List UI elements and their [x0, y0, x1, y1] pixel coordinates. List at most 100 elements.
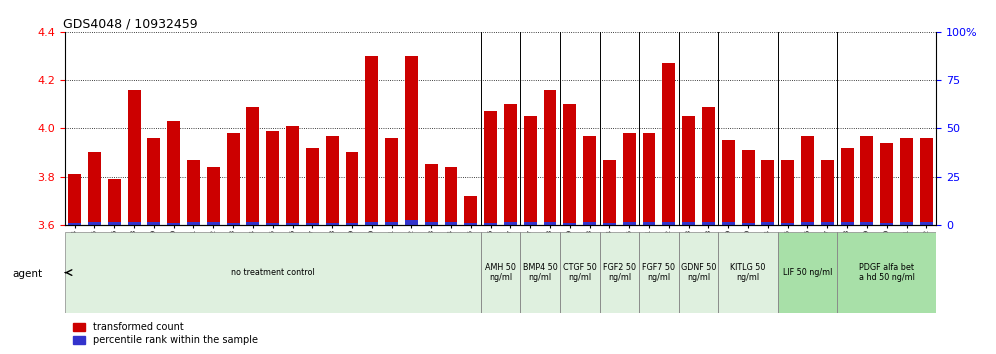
Bar — [246, 222, 259, 225]
Bar — [405, 56, 417, 225]
Bar — [762, 222, 774, 225]
Bar — [920, 222, 933, 225]
Bar — [544, 90, 557, 225]
Text: KITLG 50
ng/ml: KITLG 50 ng/ml — [730, 263, 766, 282]
Bar — [560, 232, 600, 313]
Bar — [722, 141, 735, 225]
Bar — [266, 223, 279, 225]
Bar — [147, 138, 160, 225]
Bar — [266, 131, 279, 225]
Bar — [682, 116, 695, 225]
Text: GDS4048 / 10932459: GDS4048 / 10932459 — [63, 18, 197, 31]
Bar — [524, 116, 537, 225]
Bar — [603, 223, 616, 225]
Text: BMP4 50
ng/ml: BMP4 50 ng/ml — [523, 263, 558, 282]
Bar — [920, 138, 933, 225]
Text: FGF2 50
ng/ml: FGF2 50 ng/ml — [603, 263, 635, 282]
Bar — [187, 222, 200, 225]
Bar — [306, 223, 319, 225]
Text: no treatment control: no treatment control — [231, 268, 315, 277]
Bar — [544, 222, 557, 225]
Bar — [584, 222, 596, 225]
Bar — [742, 223, 755, 225]
Bar — [464, 223, 477, 225]
Text: AMH 50
ng/ml: AMH 50 ng/ml — [485, 263, 516, 282]
Bar — [600, 232, 639, 313]
Bar — [564, 223, 577, 225]
Bar — [167, 121, 180, 225]
Bar — [385, 138, 398, 225]
Bar — [821, 160, 834, 225]
Bar — [801, 136, 814, 225]
Bar — [68, 174, 81, 225]
Bar — [127, 90, 140, 225]
Bar — [861, 222, 873, 225]
Bar — [861, 136, 873, 225]
Bar — [246, 107, 259, 225]
Bar — [108, 222, 121, 225]
Bar — [207, 222, 220, 225]
Text: PDGF alfa bet
a hd 50 ng/ml: PDGF alfa bet a hd 50 ng/ml — [859, 263, 914, 282]
Bar — [781, 160, 794, 225]
Bar — [642, 222, 655, 225]
Bar — [662, 222, 675, 225]
Bar — [524, 222, 537, 225]
Bar — [678, 232, 718, 313]
Bar — [424, 222, 437, 225]
Bar — [65, 232, 481, 313]
Bar — [504, 104, 517, 225]
Bar — [207, 167, 220, 225]
Bar — [880, 143, 893, 225]
Bar — [484, 112, 497, 225]
Bar — [841, 222, 854, 225]
Bar — [702, 107, 715, 225]
Bar — [584, 136, 596, 225]
Bar — [385, 222, 398, 225]
Bar — [444, 222, 457, 225]
Bar — [718, 232, 778, 313]
Text: CTGF 50
ng/ml: CTGF 50 ng/ml — [563, 263, 597, 282]
Bar — [405, 220, 417, 225]
Bar — [286, 126, 299, 225]
Bar — [481, 232, 520, 313]
Bar — [801, 222, 814, 225]
Bar — [603, 160, 616, 225]
Bar — [504, 222, 517, 225]
Bar — [622, 133, 635, 225]
Bar — [326, 223, 339, 225]
Bar — [306, 148, 319, 225]
Bar — [639, 232, 678, 313]
Legend: transformed count, percentile rank within the sample: transformed count, percentile rank withi… — [70, 319, 262, 349]
Bar — [167, 223, 180, 225]
Bar — [227, 223, 239, 225]
Bar — [147, 222, 160, 225]
Bar — [227, 133, 239, 225]
Bar — [642, 133, 655, 225]
Bar — [88, 153, 101, 225]
Bar — [326, 136, 339, 225]
Bar — [127, 222, 140, 225]
Bar — [366, 56, 378, 225]
Bar — [722, 222, 735, 225]
Bar — [900, 222, 913, 225]
Bar — [880, 223, 893, 225]
Bar — [682, 222, 695, 225]
Text: agent: agent — [12, 269, 42, 279]
Text: LIF 50 ng/ml: LIF 50 ng/ml — [783, 268, 833, 277]
Bar — [622, 222, 635, 225]
Bar — [821, 222, 834, 225]
Bar — [762, 160, 774, 225]
Text: GDNF 50
ng/ml: GDNF 50 ng/ml — [681, 263, 716, 282]
Text: FGF7 50
ng/ml: FGF7 50 ng/ml — [642, 263, 675, 282]
Bar — [742, 150, 755, 225]
Bar — [424, 165, 437, 225]
Bar — [68, 223, 81, 225]
Bar — [366, 222, 378, 225]
Bar — [662, 63, 675, 225]
Bar — [781, 223, 794, 225]
Bar — [444, 167, 457, 225]
Bar — [564, 104, 577, 225]
Bar — [778, 232, 838, 313]
Bar — [286, 223, 299, 225]
Bar — [520, 232, 560, 313]
